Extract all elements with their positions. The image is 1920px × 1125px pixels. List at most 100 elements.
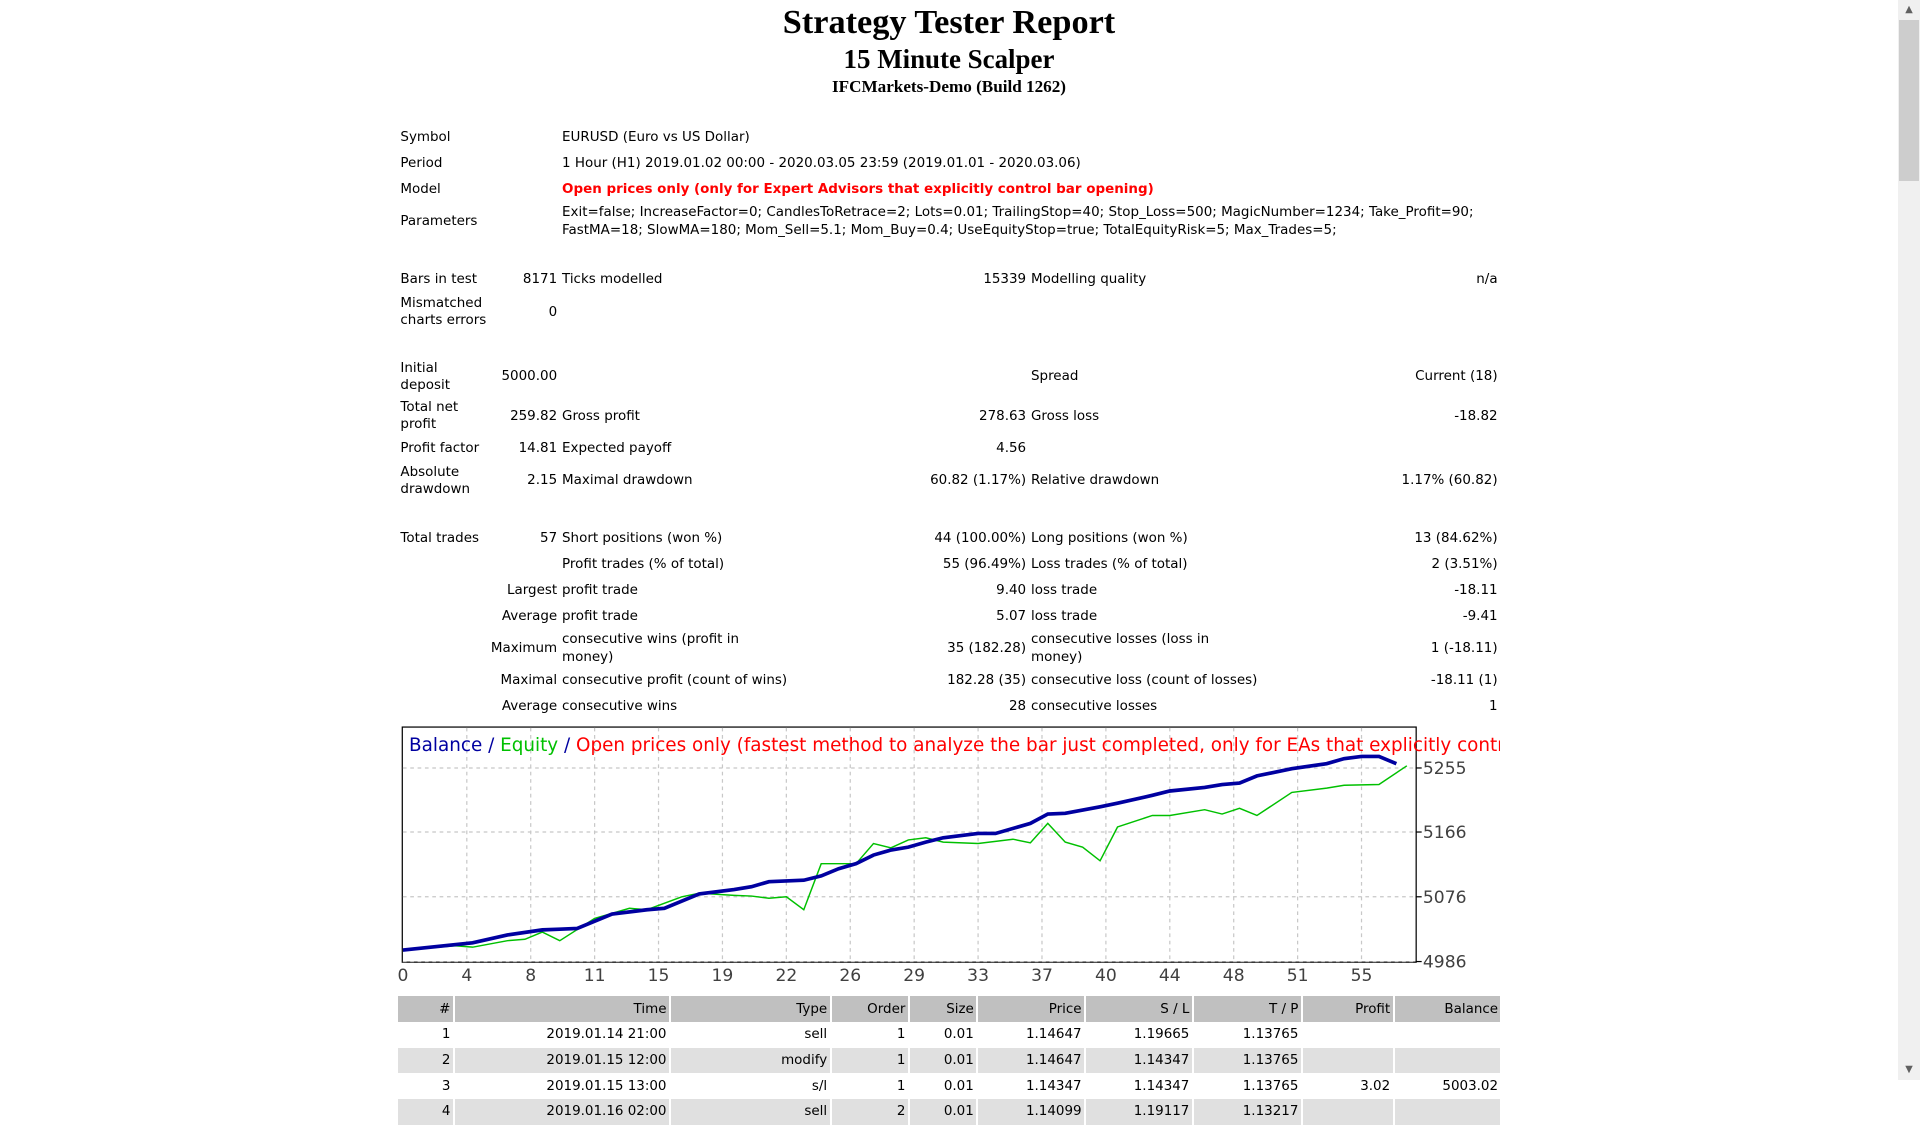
cell: 1.13217 [1193, 1099, 1301, 1125]
label: Initial deposit [400, 360, 451, 393]
value: 0 [548, 304, 558, 320]
cell: 1.13765 [1242, 1078, 1299, 1094]
trades-row: Total trades 57 Short positions (won %) 44 … [398, 526, 1500, 552]
cell: 1.13765 [1193, 1047, 1301, 1074]
label: Bars in test [400, 272, 478, 288]
maximal-row: Maximal consecutive profit (count of wins… [398, 668, 1500, 694]
label: Gross loss [1030, 408, 1100, 424]
cell: sell [804, 1027, 828, 1043]
cell: 2019.01.14 21:00 [546, 1027, 667, 1043]
cell: 1.13765 [1242, 1027, 1299, 1043]
cell: 3.02 [1360, 1078, 1391, 1094]
value: 1 Hour (H1) 2019.01.02 00:00 - 2020.03.0… [562, 155, 1081, 171]
value: EURUSD (Euro vs US Dollar) [562, 130, 750, 146]
scrollbar-thumb[interactable] [1899, 19, 1919, 182]
cell: 2019.01.16 02:00 [454, 1099, 669, 1125]
chart-legend: Balance / Equity / Open prices only (fas… [409, 735, 1500, 756]
x-tick-label: 44 [1159, 967, 1181, 987]
profit-trades-row: Profit trades (% of total) 55 (96.49%) Los… [398, 552, 1500, 578]
label: loss trade [1030, 608, 1098, 624]
label: Modelling quality [1030, 272, 1147, 288]
drawdown-row: Absolute drawdown 2.15 Maximal drawdown 60.8… [398, 461, 1500, 500]
legend-equity: Equity [500, 735, 558, 756]
x-tick-label: 37 [1031, 967, 1053, 987]
cell: s/l [811, 1078, 828, 1094]
cell: 0.01 [909, 1099, 977, 1125]
profit-factor-row: Profit factor 14.81 Expected payoff 4.56 [398, 436, 1500, 462]
bars-row: Bars in test 8171 Ticks modelled 15339 Model… [398, 267, 1500, 293]
mismatch-row: Mismatched charts errors 0 [398, 293, 1500, 332]
value: 9.40 [996, 582, 1027, 598]
balance-equity-chart-svg: 0 4 8 11 15 19 22 26 29 33 37 40 44 48 51 5552555166507… [397, 726, 1538, 987]
scroll-down-arrow-icon[interactable]: ▼ [1905, 1064, 1913, 1076]
value: 60.82 (1.17%) [930, 473, 1027, 489]
value: 57 [540, 531, 558, 547]
cell: Type [670, 996, 830, 1022]
value: -18.11 [1454, 582, 1498, 598]
cell: 3 [441, 1078, 451, 1094]
value: 5.07 [996, 608, 1027, 624]
cell: 1.14647 [978, 1047, 1085, 1074]
cell: 1 [831, 1047, 908, 1074]
y-tick-label: 5255 [1423, 759, 1467, 779]
x-tick-label: 0 [398, 967, 408, 987]
parameters-row: Parameters Exit=false; IncreaseFactor=0; … [398, 202, 1500, 241]
value: 182.28 (35) [947, 673, 1027, 689]
x-tick-label: 8 [525, 967, 536, 987]
report-header: Strategy Tester Report 15 Minute Scalper… [398, 0, 1500, 98]
y-tick-label: 5076 [1423, 888, 1467, 908]
cell: 2 [831, 1099, 908, 1125]
cell: sell [670, 1099, 830, 1125]
cell: 0.01 [943, 1078, 974, 1094]
label: Profit trades (% of total) [562, 557, 725, 573]
label: Gross profit [562, 408, 640, 424]
cell: Profit [1302, 996, 1393, 1022]
value: 13 (84.62%) [1414, 531, 1498, 547]
period-row: Period 1 Hour (H1) 2019.01.02 00:00 - 202… [398, 151, 1500, 177]
x-tick-label: 11 [584, 967, 606, 987]
table-row: 4 2019.01.16 02:00 sell 2 0.01 1.14099 1.19117… [397, 1099, 1501, 1125]
cell: 1 [896, 1027, 906, 1043]
cell: Price [978, 996, 1085, 1022]
value: Exit=false; IncreaseFactor=0; CandlesToR… [560, 202, 1500, 241]
report: Strategy Tester Report 15 Minute Scalper… [396, 0, 1538, 1125]
cell [1303, 1022, 1393, 1048]
cell: 2019.01.15 13:00 [546, 1078, 667, 1094]
label: Parameters [400, 213, 478, 229]
cell: 0.01 [909, 1047, 977, 1074]
label: Ticks modelled [562, 272, 663, 288]
plot-frame [401, 726, 1417, 964]
value: 1 [1489, 699, 1498, 715]
value: -18.82 [1454, 408, 1498, 424]
symbol-row: Symbol EURUSD (Euro vs US Dollar) [398, 125, 1500, 151]
label: consecutive wins [562, 699, 678, 715]
x-tick-label: 26 [839, 967, 861, 987]
value: n/a [1476, 272, 1498, 288]
scroll-up-arrow-icon[interactable]: ▲ [1905, 4, 1913, 15]
value: 15339 [983, 272, 1027, 288]
label: loss trade [1030, 582, 1098, 598]
value: 4.56 [996, 440, 1027, 456]
report-title: Strategy Tester Report [782, 3, 1116, 41]
legend-balance: Balance [409, 735, 482, 756]
legend-model: Open prices only (fastest method to anal… [576, 735, 1500, 756]
cell: Size [909, 996, 977, 1022]
label: Maximum [490, 640, 558, 656]
label: consecutive wins (profit in money) [562, 632, 740, 665]
vertical-scrollbar[interactable]: ▲ ▼ [1897, 0, 1920, 1080]
server-build: IFCMarkets-Demo (Build 1262) [831, 76, 1066, 96]
cell: 1.14347 [1086, 1047, 1192, 1074]
label: Long positions (won %) [1030, 531, 1188, 547]
equity-line [402, 765, 1408, 952]
value: Open prices only (only for Expert Adviso… [562, 181, 1154, 197]
expert-name: 15 Minute Scalper [843, 44, 1055, 75]
x-tick-label: 40 [1095, 967, 1117, 987]
value: Current (18) [1415, 369, 1498, 385]
label: profit trade [562, 582, 638, 598]
cell [1395, 1022, 1501, 1048]
value: 14.81 [518, 440, 558, 456]
model-row: Model Open prices only (only for Expert A… [398, 176, 1500, 202]
label: Model [400, 181, 441, 197]
